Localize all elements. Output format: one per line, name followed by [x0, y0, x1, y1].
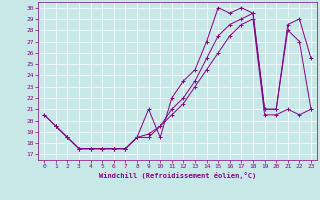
X-axis label: Windchill (Refroidissement éolien,°C): Windchill (Refroidissement éolien,°C) — [99, 172, 256, 179]
